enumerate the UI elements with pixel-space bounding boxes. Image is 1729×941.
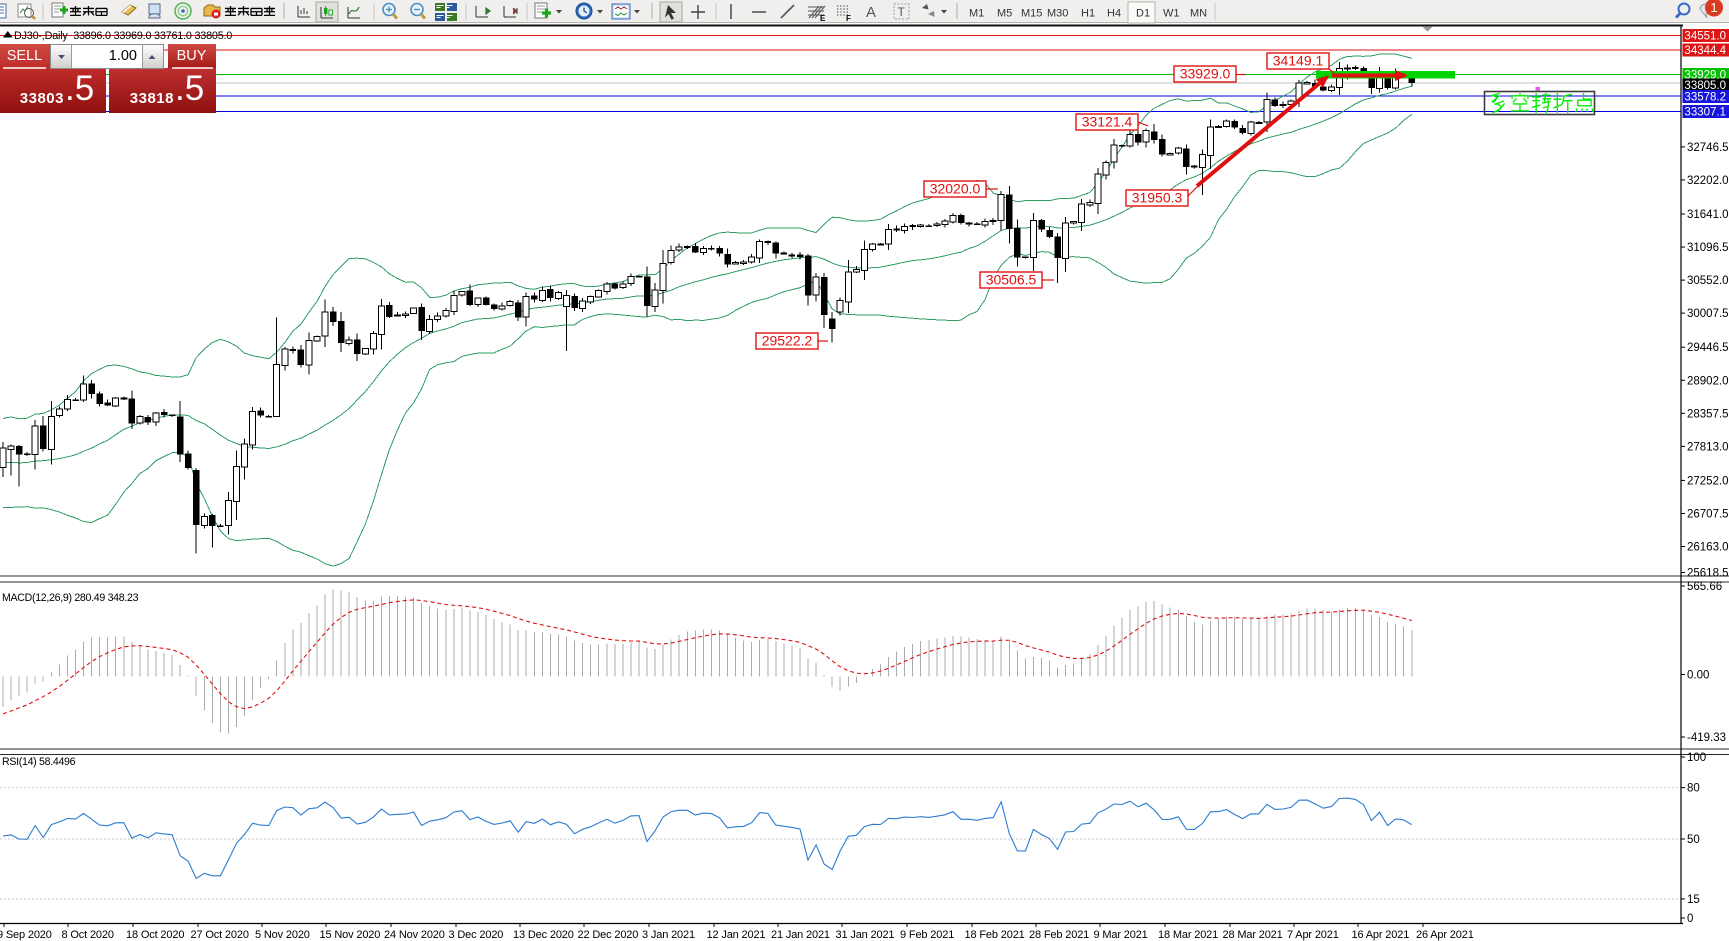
svg-text:18 Feb 2021: 18 Feb 2021 — [965, 929, 1025, 941]
svg-text:24 Nov 2020: 24 Nov 2020 — [384, 929, 445, 941]
svg-text:15: 15 — [1687, 894, 1700, 906]
svg-text:31 Jan 2021: 31 Jan 2021 — [836, 929, 895, 941]
svg-text:27252.0: 27252.0 — [1687, 475, 1729, 487]
svg-text:33929.0: 33929.0 — [1180, 66, 1231, 82]
svg-text:50: 50 — [1687, 834, 1700, 846]
svg-text:33805.0: 33805.0 — [1684, 80, 1726, 92]
svg-text:29446.5: 29446.5 — [1687, 342, 1729, 354]
svg-text:M1: M1 — [969, 8, 984, 20]
svg-text:3 Dec 2020: 3 Dec 2020 — [449, 929, 504, 941]
svg-text:E: E — [820, 14, 826, 23]
svg-text:0: 0 — [1687, 913, 1693, 925]
svg-text:28902.0: 28902.0 — [1687, 375, 1729, 387]
svg-text:32020.0: 32020.0 — [930, 181, 981, 197]
svg-text:H1: H1 — [1081, 8, 1095, 20]
svg-text:26 Apr 2021: 26 Apr 2021 — [1416, 929, 1474, 941]
svg-text:18 Mar 2021: 18 Mar 2021 — [1158, 929, 1218, 941]
svg-text:M5: M5 — [997, 8, 1012, 20]
svg-text:18 Oct 2020: 18 Oct 2020 — [126, 929, 184, 941]
svg-text:16 Apr 2021: 16 Apr 2021 — [1352, 929, 1410, 941]
svg-text:26707.5: 26707.5 — [1687, 508, 1729, 520]
svg-text:28357.5: 28357.5 — [1687, 408, 1729, 420]
svg-text:34551.0: 34551.0 — [1684, 31, 1726, 43]
svg-text:32202.0: 32202.0 — [1687, 175, 1729, 187]
svg-text:A: A — [866, 4, 876, 21]
svg-text:DJ30-,Daily 33896.0 33969.0 3: DJ30-,Daily 33896.0 33969.0 33761.0 3380… — [14, 30, 232, 42]
svg-text:33578.2: 33578.2 — [1684, 92, 1726, 104]
svg-text:W1: W1 — [1163, 8, 1180, 20]
svg-text:9 Mar 2021: 9 Mar 2021 — [1094, 929, 1148, 941]
svg-text:31641.0: 31641.0 — [1687, 209, 1729, 221]
svg-text:3 Jan 2021: 3 Jan 2021 — [642, 929, 695, 941]
svg-text:12 Jan 2021: 12 Jan 2021 — [707, 929, 766, 941]
svg-text:28 Feb 2021: 28 Feb 2021 — [1029, 929, 1089, 941]
svg-text:28 Mar 2021: 28 Mar 2021 — [1223, 929, 1283, 941]
svg-text:T: T — [898, 5, 906, 19]
svg-text:30552.0: 30552.0 — [1687, 275, 1729, 287]
svg-text:0.00: 0.00 — [1687, 670, 1709, 682]
svg-text:M30: M30 — [1047, 8, 1068, 20]
svg-text:8 Oct 2020: 8 Oct 2020 — [62, 929, 114, 941]
svg-text:13 Dec 2020: 13 Dec 2020 — [513, 929, 574, 941]
svg-text:34149.1: 34149.1 — [1273, 53, 1324, 69]
svg-text:H4: H4 — [1107, 8, 1121, 20]
svg-text:21 Jan 2021: 21 Jan 2021 — [771, 929, 830, 941]
svg-text:1: 1 — [1710, 0, 1717, 15]
svg-text:26163.0: 26163.0 — [1687, 542, 1729, 554]
svg-text:-419.33: -419.33 — [1687, 732, 1726, 744]
svg-text:RSI(14) 58.4496: RSI(14) 58.4496 — [2, 756, 76, 768]
svg-text:9 Feb 2021: 9 Feb 2021 — [900, 929, 954, 941]
svg-text:22 Dec 2020: 22 Dec 2020 — [578, 929, 639, 941]
svg-text:MACD(12,26,9) 280.49 348.23: MACD(12,26,9) 280.49 348.23 — [2, 592, 139, 604]
svg-text:29 Sep 2020: 29 Sep 2020 — [0, 929, 52, 941]
svg-text:25618.5: 25618.5 — [1687, 568, 1729, 580]
svg-text:15 Nov 2020: 15 Nov 2020 — [320, 929, 381, 941]
svg-text:7 Apr 2021: 7 Apr 2021 — [1287, 929, 1339, 941]
svg-text:30007.5: 30007.5 — [1687, 308, 1729, 320]
svg-text:F: F — [846, 14, 851, 23]
svg-text:33307.1: 33307.1 — [1684, 107, 1726, 119]
svg-text:565.66: 565.66 — [1687, 581, 1722, 593]
svg-text:27813.0: 27813.0 — [1687, 441, 1729, 453]
svg-text:27 Oct 2020: 27 Oct 2020 — [191, 929, 249, 941]
svg-text:33121.4: 33121.4 — [1082, 114, 1133, 130]
svg-text:M15: M15 — [1021, 8, 1042, 20]
svg-text:80: 80 — [1687, 783, 1700, 795]
svg-text:29522.2: 29522.2 — [762, 333, 813, 349]
svg-text:D1: D1 — [1136, 8, 1150, 20]
svg-text:MN: MN — [1190, 8, 1207, 20]
svg-text:5 Nov 2020: 5 Nov 2020 — [255, 929, 310, 941]
svg-text:31950.3: 31950.3 — [1132, 190, 1183, 206]
svg-text:31096.5: 31096.5 — [1687, 242, 1729, 254]
svg-text:100: 100 — [1687, 752, 1706, 764]
svg-text:34344.4: 34344.4 — [1684, 45, 1726, 57]
svg-text:30506.5: 30506.5 — [986, 272, 1037, 288]
svg-text:32746.5: 32746.5 — [1687, 142, 1729, 154]
